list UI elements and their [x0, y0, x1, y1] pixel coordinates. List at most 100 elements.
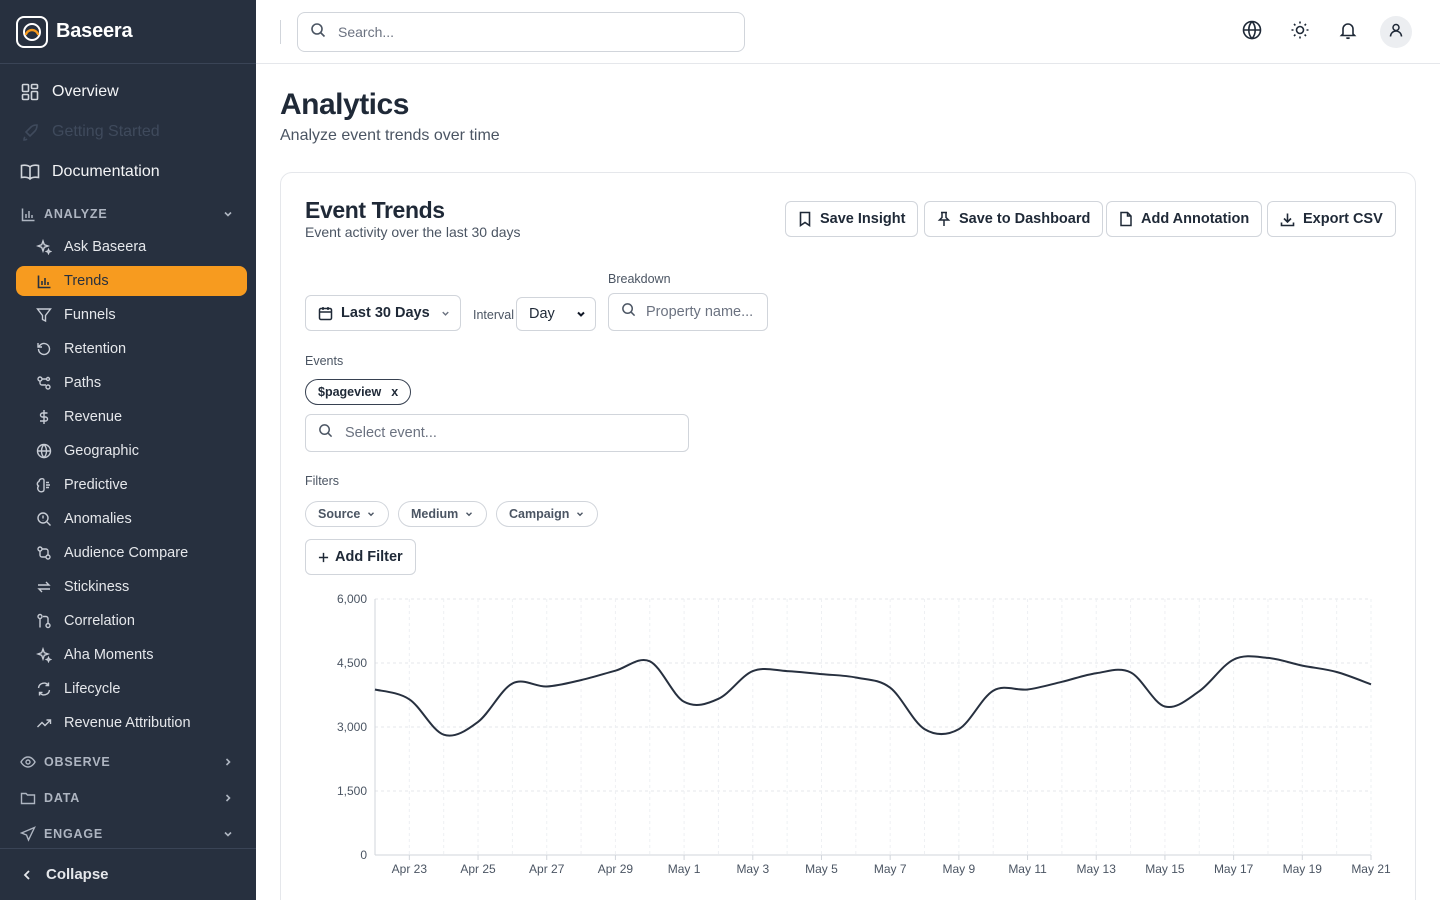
filter-campaign-button[interactable]: Campaign	[496, 501, 599, 527]
sidebar-item-label: Stickiness	[64, 579, 130, 595]
section-analyze-label: ANALYZE	[44, 207, 108, 221]
sidebar-item-label: Trends	[64, 273, 109, 289]
nav-getting-started[interactable]: Getting Started	[0, 112, 256, 152]
x-tick-label: May 15	[1145, 862, 1185, 876]
bar-chart-icon	[36, 273, 52, 289]
x-tick-label: May 9	[943, 862, 976, 876]
nav-documentation[interactable]: Documentation	[0, 152, 256, 192]
section-data[interactable]: DATA	[0, 780, 256, 816]
language-button[interactable]	[1236, 16, 1268, 48]
event-trends-chart: 6,000 4,500 3,000 1,500 0 Apr 23 Apr 25 Apr 27 A…	[337, 592, 1391, 876]
card-subtitle: Event activity over the last 30 days	[305, 224, 521, 240]
card-title: Event Trends	[305, 197, 445, 223]
collapse-label: Collapse	[46, 866, 109, 883]
filter-source-button[interactable]: Source	[305, 501, 390, 527]
rocket-icon	[20, 122, 40, 142]
sidebar-item-label: Anomalies	[64, 511, 132, 527]
refresh-icon	[36, 681, 52, 697]
sidebar-item-label: Lifecycle	[64, 681, 121, 697]
sidebar-item-lifecycle[interactable]: Lifecycle	[16, 674, 247, 704]
collapse-button[interactable]: Collapse	[0, 848, 256, 900]
bar-chart-icon	[20, 206, 36, 222]
y-tick-label: 6,000	[337, 592, 367, 606]
theme-toggle-button[interactable]	[1284, 16, 1316, 48]
globe-icon	[1242, 20, 1262, 45]
user-avatar-button[interactable]	[1380, 16, 1412, 48]
section-engage[interactable]: ENGAGE	[0, 816, 256, 852]
remove-event-button[interactable]: x	[391, 385, 399, 399]
series-line	[374, 655, 1372, 737]
sidebar-item-label: Ask Baseera	[64, 239, 147, 255]
y-tick-label: 0	[360, 848, 367, 862]
sidebar-item-anomalies[interactable]: Anomalies	[16, 504, 247, 534]
search-input[interactable]	[338, 24, 718, 40]
search-alert-icon	[36, 511, 52, 527]
sidebar-item-label: Retention	[64, 341, 127, 357]
x-tick-label: May 11	[1008, 862, 1047, 876]
sidebar-item-ask-baseera[interactable]: Ask Baseera	[16, 232, 247, 262]
interval-value: Day	[529, 306, 555, 322]
sidebar-item-aha-moments[interactable]: Aha Moments	[16, 640, 247, 670]
save-insight-button[interactable]: Save Insight	[785, 201, 919, 237]
sidebar-item-funnels[interactable]: Funnels	[16, 300, 247, 330]
filter-pill-label: Source	[318, 507, 361, 521]
section-observe[interactable]: OBSERVE	[0, 744, 256, 780]
filter-pill-label: Medium	[411, 507, 459, 521]
x-tick-label: Apr 23	[392, 862, 428, 876]
search-icon	[310, 22, 326, 43]
compare-icon	[36, 545, 52, 561]
nav-getting-started-label: Getting Started	[52, 123, 160, 140]
sidebar-item-retention[interactable]: Retention	[16, 334, 247, 364]
filter-pill-label: Campaign	[509, 507, 570, 521]
sidebar-item-label: Geographic	[64, 443, 139, 459]
bookmark-icon	[798, 211, 812, 227]
user-icon	[1388, 22, 1404, 43]
brain-icon	[36, 477, 52, 493]
sparkles-icon	[36, 647, 52, 663]
notifications-button[interactable]	[1332, 16, 1364, 48]
brand[interactable]: Baseera	[0, 0, 256, 64]
interval-select[interactable]: Day	[516, 297, 596, 331]
event-trends-card: Event Trends Event activity over the las…	[280, 172, 1416, 900]
save-to-dashboard-label: Save to Dashboard	[959, 211, 1091, 227]
sidebar-item-revenue-attribution[interactable]: Revenue Attribution	[16, 708, 247, 738]
date-range-button[interactable]: Last 30 Days	[305, 295, 461, 331]
x-tick-label: Apr 27	[529, 862, 565, 876]
sidebar-item-stickiness[interactable]: Stickiness	[16, 572, 247, 602]
export-csv-button[interactable]: Export CSV	[1267, 201, 1396, 237]
sidebar-item-predictive[interactable]: Predictive	[16, 470, 247, 500]
select-event-placeholder: Select event...	[345, 425, 437, 441]
save-to-dashboard-button[interactable]: Save to Dashboard	[924, 201, 1104, 237]
add-annotation-button[interactable]: Add Annotation	[1106, 201, 1263, 237]
event-chip-pageview[interactable]: $pageview x	[305, 379, 412, 405]
sidebar-item-label: Audience Compare	[64, 545, 189, 561]
rotate-icon	[36, 341, 52, 357]
sidebar-item-label: Paths	[64, 375, 102, 391]
add-filter-button[interactable]: Add Filter	[305, 539, 416, 575]
export-csv-label: Export CSV	[1303, 211, 1383, 227]
sparkles-icon	[36, 239, 52, 255]
breakdown-property-input[interactable]: Property name...	[608, 293, 768, 331]
sidebar-item-audience-compare[interactable]: Audience Compare	[16, 538, 247, 568]
sidebar-item-trends[interactable]: Trends	[16, 266, 247, 296]
x-tick-label: May 1	[668, 862, 701, 876]
page-subtitle: Analyze event trends over time	[280, 127, 500, 144]
section-analyze[interactable]: ANALYZE	[0, 196, 256, 232]
x-tick-label: Apr 25	[460, 862, 496, 876]
sidebar-item-revenue[interactable]: Revenue	[16, 402, 247, 432]
sidebar-item-geographic[interactable]: Geographic	[16, 436, 247, 466]
plus-icon	[318, 552, 329, 563]
x-tick-label: May 17	[1214, 862, 1254, 876]
filter-medium-button[interactable]: Medium	[398, 501, 488, 527]
sidebar-item-correlation[interactable]: Correlation	[16, 606, 247, 636]
chevron-down-icon	[222, 828, 234, 840]
save-insight-label: Save Insight	[820, 211, 906, 227]
topbar-divider	[280, 20, 281, 44]
search-box[interactable]	[297, 12, 745, 52]
y-tick-label: 3,000	[337, 720, 367, 734]
brand-name: Baseera	[56, 20, 133, 42]
select-event-input[interactable]: Select event...	[305, 414, 689, 452]
nav-overview[interactable]: Overview	[0, 72, 256, 112]
search-icon	[318, 423, 333, 443]
sidebar-item-paths[interactable]: Paths	[16, 368, 247, 398]
